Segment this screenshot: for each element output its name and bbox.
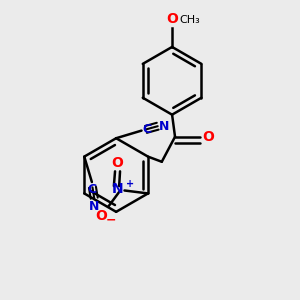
Text: +: + (126, 179, 134, 189)
Text: N: N (159, 120, 170, 133)
Text: N: N (89, 200, 99, 213)
Text: C: C (142, 123, 152, 136)
Text: O: O (202, 130, 214, 144)
Text: C: C (87, 183, 96, 196)
Text: O: O (95, 209, 107, 223)
Text: N: N (111, 182, 123, 196)
Text: CH₃: CH₃ (179, 15, 200, 25)
Text: O: O (166, 12, 178, 26)
Text: −: − (105, 213, 116, 226)
Text: O: O (112, 156, 124, 170)
